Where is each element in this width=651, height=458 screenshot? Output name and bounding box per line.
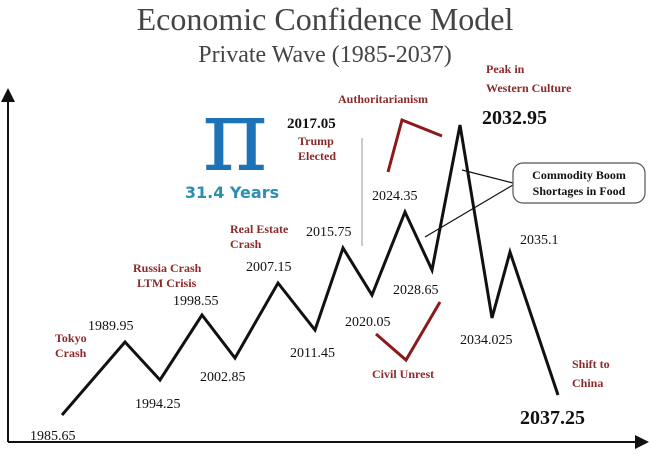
event-label: Tokyo xyxy=(55,331,87,345)
event-label: Russia Crash xyxy=(133,261,202,275)
civil-unrest-bracket xyxy=(375,301,442,363)
point-label: 2011.45 xyxy=(290,346,335,361)
authoritarianism-bracket xyxy=(386,117,443,173)
point-label: 2002.85 xyxy=(200,370,246,385)
point-label: 2035.1 xyxy=(520,233,559,248)
wave-line xyxy=(60,124,560,416)
event-label: Crash xyxy=(230,237,262,251)
pi-symbol: π xyxy=(202,77,268,194)
title: Economic Confidence Model xyxy=(137,1,514,37)
point-label: 2020.05 xyxy=(345,315,391,330)
marker-label: 2017.05 xyxy=(287,116,336,132)
point-label: 2015.75 xyxy=(306,225,352,240)
event-label: Elected xyxy=(298,149,336,163)
event-label: Shift to xyxy=(572,357,610,371)
event-label: LTM Crisis xyxy=(137,276,197,290)
callout-text: Shortages in Food xyxy=(533,184,626,198)
point-label: 1998.55 xyxy=(173,294,219,309)
point-label: 2037.25 xyxy=(520,407,585,429)
point-label: 2028.65 xyxy=(393,283,439,298)
callout-pointer xyxy=(461,169,514,184)
point-label: 2034.025 xyxy=(460,333,513,348)
event-label: Peak in xyxy=(486,62,525,76)
point-label: 1989.95 xyxy=(88,319,134,334)
event-label: Western Culture xyxy=(486,81,572,95)
callout-box xyxy=(512,162,646,204)
point-label: 1985.65 xyxy=(30,429,76,444)
point-label: 2032.95 xyxy=(482,107,547,129)
point-label: 2024.35 xyxy=(372,189,418,204)
point-label: 1994.25 xyxy=(135,397,181,412)
point-label: 2007.15 xyxy=(246,260,292,275)
pi-caption: 31.4 Years xyxy=(185,183,279,202)
subtitle: Private Wave (1985-2037) xyxy=(198,42,452,68)
event-label: China xyxy=(572,376,603,390)
callout-text: Commodity Boom xyxy=(532,168,626,182)
event-label: Real Estate xyxy=(230,222,289,236)
event-label: Authoritarianism xyxy=(338,92,428,106)
event-label: Crash xyxy=(55,346,87,360)
callout-pointer xyxy=(424,184,514,238)
event-label: Trump xyxy=(298,134,334,148)
event-label: Civil Unrest xyxy=(372,367,434,381)
